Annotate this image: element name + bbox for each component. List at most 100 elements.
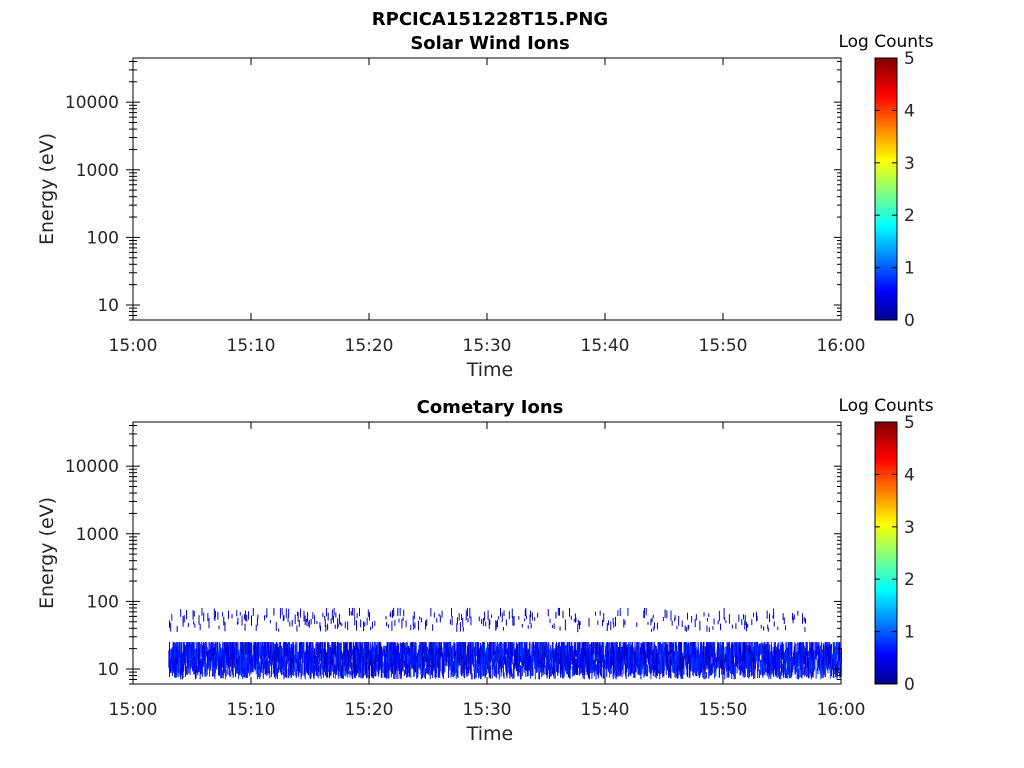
heatmap-cell: [186, 654, 188, 663]
heatmap-cell: [271, 654, 273, 663]
heatmap-cell: [732, 652, 734, 672]
heatmap-cell: [617, 610, 619, 616]
heatmap-cell: [251, 642, 252, 662]
heatmap-cell: [291, 648, 293, 654]
heatmap-cell: [487, 642, 488, 655]
heatmap-cell: [832, 661, 834, 678]
heatmap-cell: [569, 642, 571, 657]
heatmap-cell: [344, 655, 346, 676]
heatmap-cell: [176, 647, 178, 665]
heatmap-cell: [794, 668, 796, 675]
heatmap-cell: [463, 655, 465, 678]
heatmap-cell: [281, 661, 283, 675]
heatmap-cell: [255, 624, 257, 631]
heatmap-cell: [759, 644, 761, 656]
heatmap-cell: [356, 642, 358, 661]
heatmap-cell: [785, 650, 787, 662]
heatmap-cell: [394, 651, 396, 667]
heatmap-cell: [678, 644, 680, 666]
heatmap-cell: [247, 663, 249, 671]
heatmap-cell: [464, 642, 466, 655]
heatmap-cell: [692, 651, 694, 676]
heatmap-cell: [784, 652, 786, 664]
heatmap-cell: [838, 650, 840, 666]
heatmap-cell: [426, 619, 428, 626]
heatmap-cell: [676, 654, 678, 664]
heatmap-cell: [820, 662, 822, 680]
heatmap-cell: [708, 627, 710, 632]
heatmap-cell: [556, 659, 558, 671]
heatmap-cell: [184, 645, 186, 655]
heatmap-cell: [633, 670, 635, 678]
heatmap-cell: [820, 642, 822, 661]
heatmap-cell: [685, 653, 687, 669]
heatmap-cell: [781, 663, 783, 673]
heatmap-cell: [630, 646, 632, 669]
heatmap-cell: [184, 651, 186, 666]
x-tick-label: 15:30: [463, 336, 512, 356]
heatmap-cell: [407, 650, 409, 661]
heatmap-cell: [657, 645, 659, 664]
heatmap-cell: [462, 642, 464, 657]
heatmap-cell: [579, 621, 581, 626]
heatmap-cell: [612, 644, 614, 661]
heatmap-cell: [702, 645, 704, 670]
heatmap-cell: [666, 644, 668, 661]
heatmap-cell: [661, 647, 663, 674]
heatmap-cell: [628, 642, 630, 660]
colorbar-tick-label: 3: [904, 154, 915, 174]
heatmap-cell: [517, 648, 519, 671]
heatmap-cell: [706, 625, 708, 632]
heatmap-cell: [499, 655, 501, 666]
heatmap-cell: [545, 642, 547, 658]
heatmap-cell: [469, 645, 471, 657]
heatmap-cell: [666, 661, 668, 668]
heatmap-cell: [459, 642, 461, 658]
heatmap-cell: [212, 655, 214, 669]
heatmap-cell: [744, 652, 746, 675]
heatmap-cell: [203, 612, 205, 622]
heatmap-cell: [415, 645, 417, 663]
heatmap-cell: [679, 642, 681, 657]
heatmap-cell: [355, 664, 357, 674]
heatmap-cell: [766, 650, 768, 665]
heatmap-cell: [535, 649, 537, 657]
heatmap-cell: [351, 662, 353, 670]
heatmap-cell: [418, 648, 420, 666]
heatmap-cell: [724, 659, 726, 674]
heatmap-cell: [630, 648, 632, 659]
heatmap-cell: [354, 669, 356, 679]
heatmap-cell: [788, 642, 790, 657]
heatmap-cell: [708, 646, 710, 660]
heatmap-cell: [717, 642, 719, 661]
heatmap-cell: [463, 657, 465, 663]
heatmap-cell: [433, 644, 435, 665]
heatmap-cell: [213, 653, 215, 668]
heatmap-cell: [516, 656, 518, 671]
heatmap-cell: [368, 662, 370, 671]
heatmap-cell: [638, 664, 640, 671]
heatmap-cell: [245, 668, 247, 678]
heatmap-cell: [198, 615, 200, 625]
heatmap-cell: [606, 642, 608, 664]
heatmap-cell: [520, 656, 522, 663]
heatmap-cell: [767, 642, 769, 658]
heatmap-cell: [738, 652, 740, 660]
heatmap-cell: [183, 642, 185, 656]
heatmap-cell: [298, 651, 300, 668]
heatmap-cell: [263, 645, 265, 656]
heatmap-cell: [196, 654, 198, 661]
heatmap-cell: [556, 645, 558, 664]
heatmap-cell: [330, 664, 332, 676]
heatmap-cell: [761, 654, 763, 665]
heatmap-cell: [638, 642, 640, 657]
heatmap-cell: [549, 671, 551, 677]
heatmap-cell: [710, 657, 712, 676]
heatmap-cell: [445, 647, 447, 660]
heatmap-cell: [594, 643, 596, 670]
heatmap-cell: [290, 643, 292, 654]
heatmap-cell: [564, 647, 566, 657]
heatmap-cell: [577, 624, 579, 633]
heatmap-cell: [341, 665, 343, 678]
heatmap-cell: [577, 653, 579, 675]
